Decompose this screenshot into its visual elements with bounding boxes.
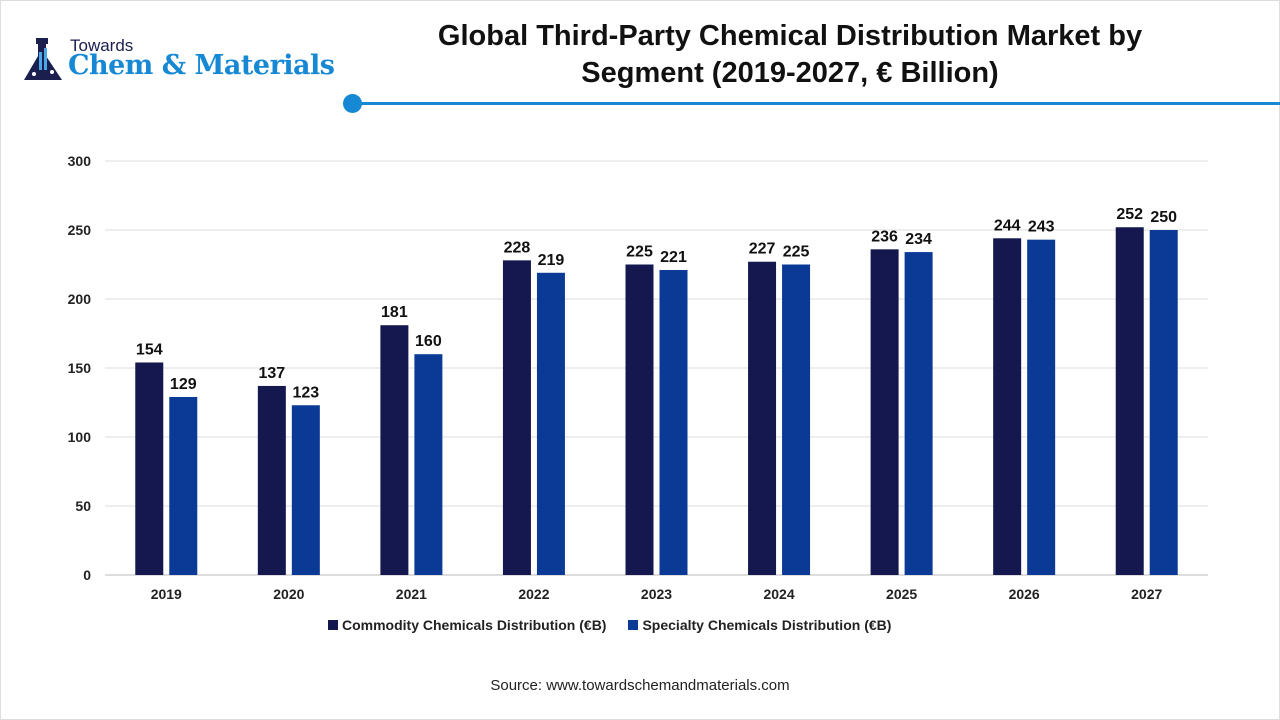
bar-specialty [169,396,198,575]
legend-item-specialty: Specialty Chemicals Distribution (€B) [628,617,891,633]
bar-commodity [502,260,531,575]
legend-item-commodity: Commodity Chemicals Distribution (€B) [328,617,606,633]
legend-label: Specialty Chemicals Distribution (€B) [642,617,892,633]
bar-commodity [135,362,164,575]
y-tick-label: 0 [83,567,91,583]
data-label: 250 [1150,209,1177,226]
x-tick-label: 2021 [396,586,427,602]
x-tick-label: 2023 [641,586,672,602]
bar-commodity [748,261,777,575]
source-text: Source: www.towardschemandmaterials.com [490,677,790,694]
data-label: 234 [905,231,932,248]
bar-specialty [291,405,320,575]
logo-main-text: Chem & Materials [68,50,335,81]
data-label: 219 [538,252,565,269]
data-label: 252 [1116,206,1143,223]
legend-label: Commodity Chemicals Distribution (€B) [342,617,607,633]
data-label: 123 [292,384,319,401]
y-tick-label: 250 [68,222,92,238]
x-tick-label: 2024 [763,586,794,602]
bar-commodity [257,385,286,575]
x-tick-label: 2025 [886,586,917,602]
bar-specialty [904,252,933,575]
bar-commodity [870,249,899,575]
data-label: 244 [994,217,1021,234]
bar-specialty [1149,230,1178,575]
y-tick-label: 100 [68,429,92,445]
data-label: 137 [258,365,285,382]
bar-commodity [1115,227,1144,576]
data-label: 225 [626,244,653,261]
bar-commodity [993,238,1022,575]
y-tick-label: 300 [68,153,92,169]
x-tick-label: 2026 [1009,586,1040,602]
x-tick-label: 2022 [518,586,549,602]
data-label: 160 [415,333,442,350]
bar-specialty [414,354,443,575]
bar-specialty [659,270,688,575]
logo-top-text: Towards [70,36,134,55]
data-label: 236 [871,228,898,245]
y-tick-label: 150 [68,360,92,376]
bar-specialty [536,272,565,575]
data-label: 228 [504,239,531,256]
y-tick-label: 200 [68,291,92,307]
title-rule-dot [343,94,362,113]
data-label: 129 [170,376,197,393]
flask-icon [24,38,62,80]
legend: Commodity Chemicals Distribution (€B) Sp… [328,617,891,633]
x-tick-label: 2027 [1131,586,1162,602]
data-label: 243 [1028,219,1055,236]
bar-specialty [782,264,811,575]
data-label: 225 [783,244,810,261]
title-line-1: Global Third-Party Chemical Distribution… [437,20,1143,52]
data-label: 227 [749,241,776,258]
data-label: 181 [381,304,408,321]
bar-commodity [625,264,654,575]
data-label: 221 [660,249,687,266]
y-tick-label: 50 [75,498,91,514]
chart-title: Global Third-Party Chemical Distribution… [380,18,1200,92]
title-rule [352,102,1280,105]
bar-commodity [380,325,409,575]
bar-specialty [1027,239,1056,575]
title-line-2: Segment (2019-2027, € Billion) [581,57,999,89]
x-tick-label: 2020 [273,586,304,602]
data-label: 154 [136,341,163,358]
x-tick-label: 2019 [151,586,182,602]
